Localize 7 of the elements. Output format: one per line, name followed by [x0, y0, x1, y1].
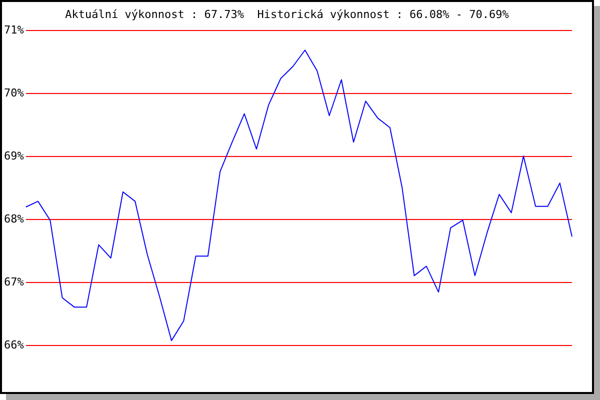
y-tick-label: 66%	[4, 338, 24, 352]
y-tick-label: 68%	[4, 212, 24, 226]
y-tick-label: 67%	[4, 275, 24, 288]
chart-title: Aktuální výkonnost : 67.73% Historická výkonnost : 66.08% - 70.69%	[64, 8, 510, 21]
y-tick-label: 70%	[4, 86, 24, 100]
y-tick-label: 69%	[4, 149, 24, 162]
y-tick-label: 71%	[4, 23, 24, 36]
